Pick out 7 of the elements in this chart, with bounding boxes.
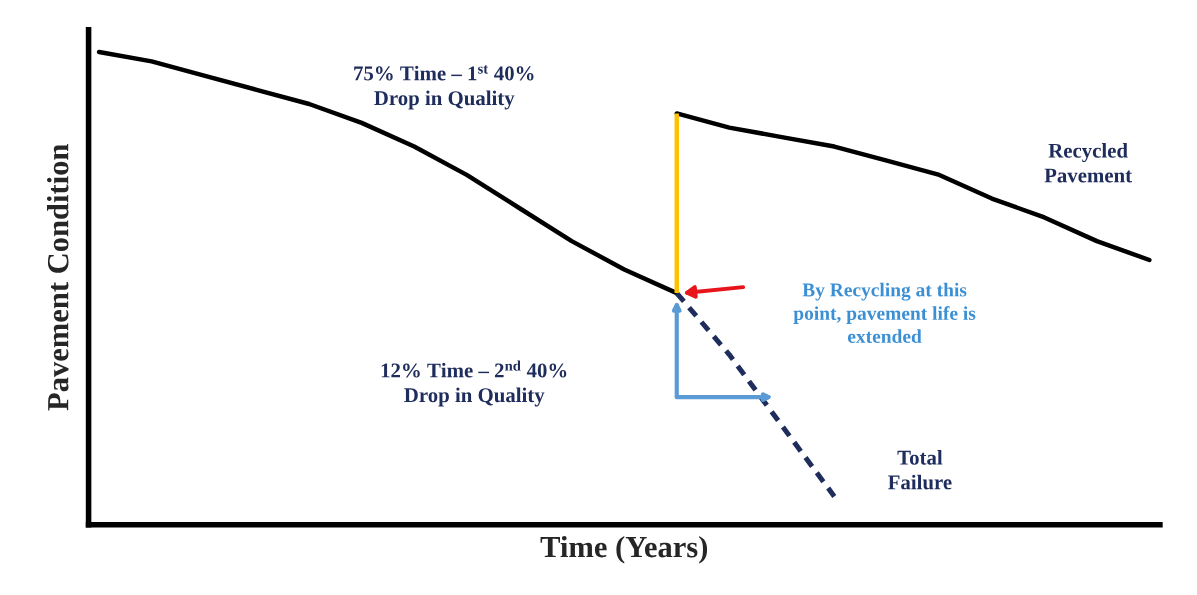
annotation: Total Failure (888, 450, 952, 490)
x-axis-title: Time (Years) (540, 535, 708, 564)
annotation: 75% Time – 1$^{st}$ 40% Drop in Quality (354, 65, 534, 110)
y-axis-title: Pavement Condition (46, 144, 69, 411)
annotation: Recycled Pavement (1044, 143, 1132, 183)
annotation: 12% Time – 2$^{nd}$ 40% Drop in Quality (381, 360, 567, 407)
annotation: By Recycling at this point, pavement life is extended (793, 282, 976, 344)
